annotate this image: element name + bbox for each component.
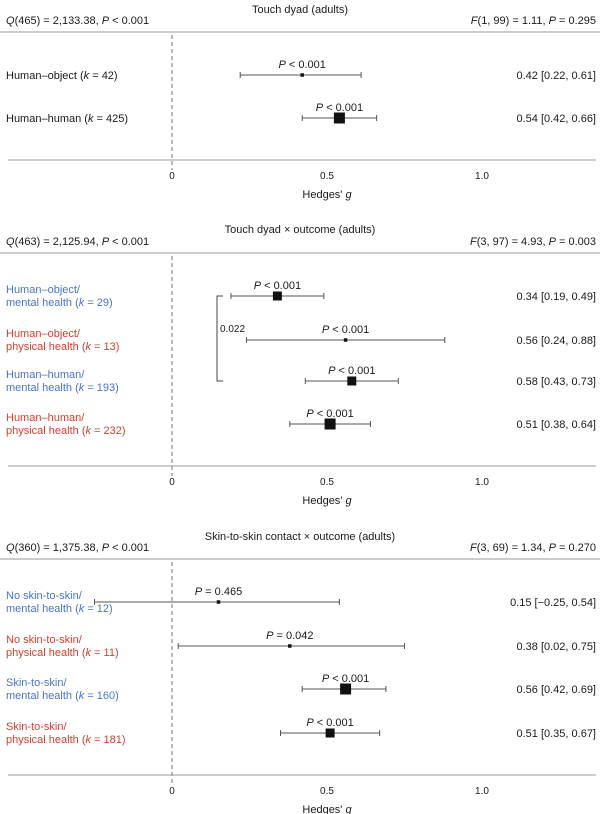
point-estimate-marker	[216, 600, 221, 604]
estimate-ci-text: 0.51 [0.38, 0.64]	[516, 419, 596, 431]
forest-row: Human–object (k = 42) P < 0.001 0.42 [0.22…	[6, 59, 596, 82]
row-label: mental health (k = 193)	[6, 382, 119, 394]
row-label: Human–human/	[6, 412, 85, 424]
estimate-ci-text: 0.56 [0.24, 0.88]	[516, 335, 596, 347]
moderator-test-stat: F(3, 69) = 1.34, P = 0.270	[470, 542, 596, 554]
x-tick-label: 1.0	[475, 477, 489, 488]
row-label: physical health (k = 181)	[6, 734, 126, 746]
point-estimate-marker	[300, 73, 304, 77]
row-label: physical health (k = 232)	[6, 425, 126, 437]
point-estimate-marker	[272, 291, 282, 301]
row-label: mental health (k = 160)	[6, 690, 119, 702]
forest-panel-2: Touch dyad × outcome (adults) Q(463) = 2,…	[0, 224, 600, 507]
x-tick-label: 0	[169, 477, 175, 488]
p-value-label: P < 0.001	[306, 408, 353, 420]
estimate-ci-text: 0.54 [0.42, 0.66]	[516, 113, 596, 125]
p-value-label: P < 0.001	[328, 365, 375, 377]
estimate-ci-text: 0.51 [0.35, 0.67]	[516, 728, 596, 740]
heterogeneity-stat: Q(463) = 2,125.94, P < 0.001	[6, 236, 149, 248]
point-estimate-marker	[288, 644, 292, 648]
x-tick-label: 0.5	[320, 171, 334, 182]
forest-row: Human–object/physical health (k = 13) P <…	[6, 324, 596, 353]
row-label: Skin-to-skin/	[6, 677, 67, 689]
comparison-bracket	[216, 295, 223, 382]
forest-row: Human–human (k = 425) P < 0.001 0.54 [0.42…	[6, 102, 596, 125]
x-tick-label: 0.5	[320, 786, 334, 797]
panel-title: Touch dyad × outcome (adults)	[225, 224, 376, 236]
forest-row: Human–object/mental health (k = 29) P < 0…	[6, 280, 596, 309]
estimate-ci-text: 0.38 [0.02, 0.75]	[516, 641, 596, 653]
x-axis-label: Hedges' g	[302, 189, 352, 201]
point-estimate-marker	[325, 728, 335, 738]
x-tick-label: 1.0	[475, 786, 489, 797]
estimate-ci-text: 0.34 [0.19, 0.49]	[516, 291, 596, 303]
x-tick-label: 0	[169, 171, 175, 182]
forest-row: No skin-to-skin/physical health (k = 11)…	[6, 630, 596, 659]
row-label: Human–human/	[6, 369, 85, 381]
heterogeneity-stat: Q(360) = 1,375.38, P < 0.001	[6, 542, 149, 554]
row-label: Human–object (k = 42)	[6, 70, 118, 82]
estimate-ci-text: 0.42 [0.22, 0.61]	[516, 70, 596, 82]
p-value-label: P < 0.001	[322, 673, 369, 685]
estimate-ci-text: 0.15 [−0.25, 0.54]	[510, 597, 596, 609]
moderator-test-stat: F(1, 99) = 1.11, P = 0.295	[471, 15, 596, 27]
p-value-label: P = 0.042	[266, 630, 313, 642]
x-axis-label: Hedges' g	[302, 495, 352, 507]
row-label: Human–human (k = 425)	[6, 113, 128, 125]
comparison-p-value: 0.022	[220, 324, 245, 335]
point-estimate-marker	[340, 683, 352, 695]
point-estimate-marker	[324, 418, 336, 430]
row-label: Skin-to-skin/	[6, 721, 67, 733]
x-tick-label: 0.5	[320, 477, 334, 488]
x-axis-label: Hedges' g	[302, 804, 352, 814]
p-value-label: P < 0.001	[254, 280, 301, 292]
forest-panel-3: Skin-to-skin contact × outcome (adults) Q…	[0, 531, 600, 814]
x-tick-label: 1.0	[475, 171, 489, 182]
row-label: Human–object/	[6, 328, 81, 340]
row-label: Human–object/	[6, 284, 81, 296]
p-value-label: P < 0.001	[316, 102, 363, 114]
forest-row: Skin-to-skin/physical health (k = 181) P …	[6, 717, 596, 746]
row-label: No skin-to-skin/	[6, 634, 83, 646]
p-value-label: P = 0.465	[195, 586, 242, 598]
forest-row: No skin-to-skin/mental health (k = 12) P …	[6, 586, 596, 615]
moderator-test-stat: F(3, 97) = 4.93, P = 0.003	[470, 236, 596, 248]
row-label: No skin-to-skin/	[6, 590, 83, 602]
estimate-ci-text: 0.58 [0.43, 0.73]	[516, 376, 596, 388]
p-value-label: P < 0.001	[306, 717, 353, 729]
heterogeneity-stat: Q(465) = 2,133.38, P < 0.001	[6, 15, 149, 27]
row-label: physical health (k = 11)	[6, 647, 119, 659]
estimate-ci-text: 0.56 [0.42, 0.69]	[516, 684, 596, 696]
row-label: physical health (k = 13)	[6, 341, 119, 353]
point-estimate-marker	[347, 376, 357, 386]
forest-panel-1: Touch dyad (adults) Q(465) = 2,133.38, P …	[0, 4, 600, 201]
point-estimate-marker	[343, 338, 348, 342]
point-estimate-marker	[333, 112, 345, 124]
forest-row: Human–human/physical health (k = 232) P <…	[6, 408, 596, 437]
p-value-label: P < 0.001	[278, 59, 325, 71]
row-label: mental health (k = 29)	[6, 297, 113, 309]
forest-row: Human–human/mental health (k = 193) P < 0…	[6, 365, 596, 394]
p-value-label: P < 0.001	[322, 324, 369, 336]
row-label: mental health (k = 12)	[6, 603, 113, 615]
forest-row: Skin-to-skin/mental health (k = 160) P < …	[6, 673, 596, 702]
panel-title: Touch dyad (adults)	[252, 4, 348, 16]
x-tick-label: 0	[169, 786, 175, 797]
panel-title: Skin-to-skin contact × outcome (adults)	[205, 531, 395, 543]
